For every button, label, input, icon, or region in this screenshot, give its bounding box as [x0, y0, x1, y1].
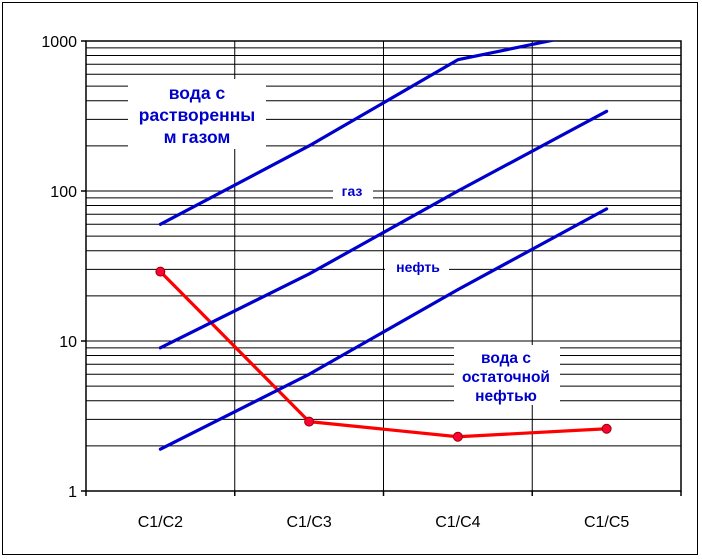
annotation-text: остаточной — [462, 369, 550, 386]
x-tick-label: C1/C2 — [138, 514, 183, 531]
annotation-box — [333, 178, 373, 202]
annotation-text: растворенны — [139, 105, 255, 125]
x-tick-label: C1/C3 — [286, 514, 331, 531]
annotation-text: вода с — [481, 350, 531, 367]
x-tick-label: C1/C4 — [435, 514, 480, 531]
y-tick-label: 1 — [68, 484, 77, 501]
y-tick-label: 1000 — [41, 34, 77, 51]
series-line — [158, 207, 609, 451]
annotation: вода с остаточной нефтью — [454, 345, 560, 405]
series-line — [158, 41, 557, 226]
annotation: нефть — [385, 255, 449, 279]
annotation-text: вода с — [169, 83, 226, 103]
data-point — [601, 423, 612, 434]
series-group — [155, 41, 612, 451]
annotation-box — [385, 255, 449, 279]
x-axis: C1/C2 C1/C3 C1/C4 C1/C5 — [85, 491, 682, 531]
series-line — [158, 270, 609, 439]
y-tick-label: 100 — [50, 184, 77, 201]
series-line — [158, 109, 609, 350]
annotation-box — [128, 79, 266, 149]
annotation-text: газ — [342, 183, 363, 199]
x-tick-label: C1/C5 — [584, 514, 629, 531]
annotation-box — [454, 345, 560, 405]
data-point — [155, 266, 166, 277]
annotation: газ — [333, 178, 373, 202]
y-tick-label: 10 — [59, 334, 77, 351]
annotation-text: нефть — [396, 259, 440, 275]
data-point — [304, 416, 315, 427]
data-point — [452, 431, 463, 442]
y-axis: 1 10 100 1000 — [41, 34, 86, 501]
annotation-text: нефтью — [475, 388, 537, 405]
annotation-text: м газом — [164, 127, 231, 147]
